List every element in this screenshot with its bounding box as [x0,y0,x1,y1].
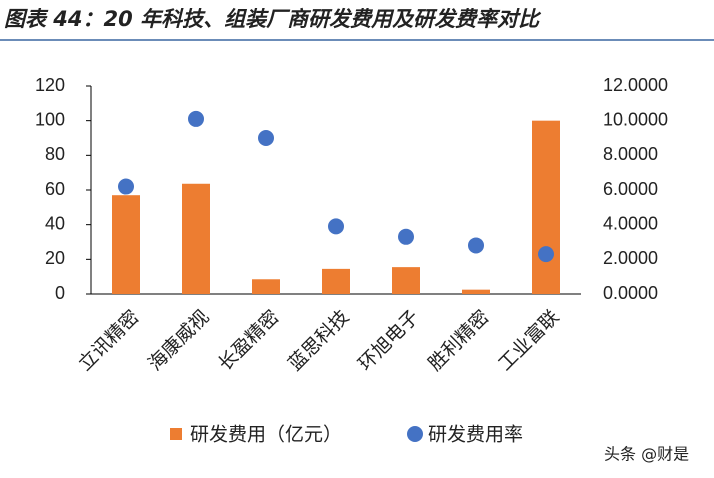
watermark: 头条 @财是 [604,445,689,464]
y2-tick-label: 6.0000 [603,179,658,199]
y-tick-label: 40 [45,213,65,233]
dot [328,218,344,235]
y-tick-label: 20 [45,248,65,268]
bar [182,183,210,294]
legend-swatch [407,426,423,442]
y-tick-label: 80 [45,144,65,164]
legend-swatch [170,428,182,440]
dot [258,130,274,146]
bar [532,120,560,295]
dot [398,228,414,245]
y-tick-label: 0 [55,283,65,303]
x-tick-label: 胜利精密 [424,306,493,375]
y2-tick-label: 4.0000 [603,213,658,233]
legend-label: 研发费用率 [428,424,523,446]
y2-tick-label: 12.0000 [603,75,668,95]
y-tick-label: 100 [35,109,65,129]
x-tick-label: 蓝思科技 [284,306,353,375]
bar [392,267,420,294]
y2-tick-label: 2.0000 [603,248,658,268]
bar [462,289,490,294]
chart-title: 图表 44：20 年科技、组装厂商研发费用及研发费率对比 [4,7,542,31]
x-tick-label: 工业富联 [494,306,563,375]
y-tick-label: 60 [45,179,65,199]
x-tick-label: 立讯精密 [74,306,143,375]
x-tick-label: 环旭电子 [354,306,423,375]
bar [322,268,350,294]
x-tick-label: 长盈精密 [214,306,283,375]
dot [188,110,204,127]
dot [538,246,554,263]
y2-tick-label: 10.0000 [603,109,668,129]
y2-tick-label: 0.0000 [603,283,658,303]
y2-tick-label: 8.0000 [603,144,658,164]
y-tick-label: 120 [35,75,65,95]
bar [252,279,280,294]
dot [118,178,134,195]
bar [112,195,140,294]
x-tick-label: 海康威视 [144,306,213,375]
dot [468,237,484,254]
legend-label: 研发费用（亿元） [190,424,342,446]
